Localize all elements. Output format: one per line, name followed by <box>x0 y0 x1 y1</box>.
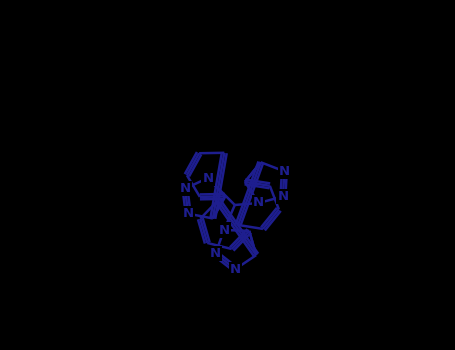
Text: N: N <box>202 172 213 184</box>
Text: N: N <box>230 263 241 276</box>
Text: N: N <box>253 196 264 210</box>
Text: N: N <box>218 224 230 237</box>
Text: N: N <box>279 165 290 178</box>
Text: N: N <box>179 182 191 195</box>
Text: N: N <box>210 247 221 260</box>
Text: N: N <box>278 190 288 203</box>
Text: N: N <box>182 207 194 220</box>
